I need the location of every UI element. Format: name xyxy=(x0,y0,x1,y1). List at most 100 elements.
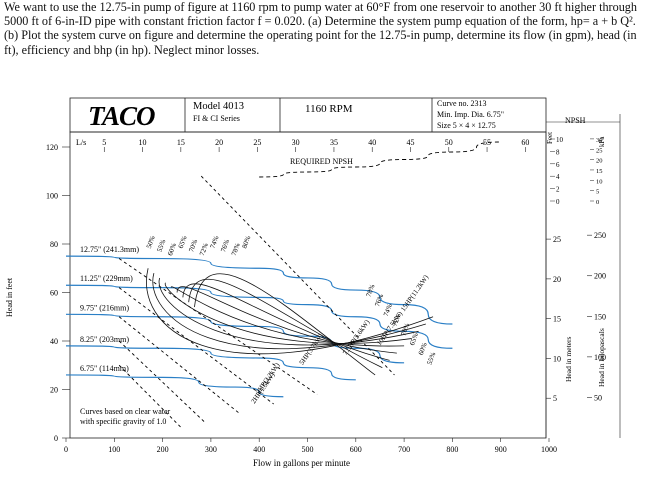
impeller-curve xyxy=(65,374,284,398)
npsh-tick-label: 10 xyxy=(556,136,564,144)
efficiency-label: 78% xyxy=(230,242,242,257)
note-line-2: with specific gravity of 1.0 xyxy=(80,417,166,426)
npsh-tick-label: 8 xyxy=(556,148,560,156)
npsh-kpa-tick-label: 20 xyxy=(596,158,603,165)
efficiency-contour xyxy=(182,283,390,361)
y-tick-label: 40 xyxy=(50,337,58,346)
y-axis-title: Head in feet xyxy=(5,277,14,317)
efficiency-label: 72% xyxy=(198,242,210,257)
efficiency-contour xyxy=(164,282,412,344)
top-tick-label: 40 xyxy=(368,138,376,147)
x-tick-label: 700 xyxy=(398,445,410,454)
npsh-kpa-tick-label: 0 xyxy=(596,199,599,206)
efficiency-label: 80% xyxy=(241,235,253,250)
power-label: 5HP(3.7kW) xyxy=(298,332,326,367)
efficiency-label: 78% xyxy=(365,283,377,298)
min-imp-label: Min. Imp. Dia. 6.75" xyxy=(437,110,504,119)
impeller-label: 11.25" (229mm) xyxy=(80,274,133,283)
kpa-tick-label: 100 xyxy=(594,353,606,362)
power-line xyxy=(118,258,318,395)
efficiency-label: 70% xyxy=(187,238,199,253)
npsh-curve xyxy=(259,141,501,178)
top-tick-label: 15 xyxy=(177,138,185,147)
efficiency-label: 76% xyxy=(219,238,231,253)
y-tick-label: 0 xyxy=(54,434,58,443)
x-tick-label: 300 xyxy=(205,445,217,454)
meters-tick-label: 20 xyxy=(553,275,561,284)
power-line xyxy=(118,287,274,405)
x-tick-label: 1000 xyxy=(541,445,557,454)
npsh-kpa-label: kPa xyxy=(598,136,606,147)
efficiency-contour xyxy=(152,272,426,350)
efficiency-label: 70% xyxy=(399,322,411,337)
kpa-tick-label: 50 xyxy=(594,393,602,402)
taco-logo: TACO xyxy=(88,101,155,131)
impeller-label: 6.75" (114mm) xyxy=(80,364,129,373)
rpm-label: 1160 RPM xyxy=(305,103,353,115)
chart-curves xyxy=(65,141,501,429)
x-tick-label: 0 xyxy=(64,445,68,454)
efficiency-label: 72% xyxy=(391,312,403,327)
curve-no-label: Curve no. 2313 xyxy=(437,99,487,108)
y-tick-label: 60 xyxy=(50,289,58,298)
power-line xyxy=(118,316,241,415)
top-tick-label: 10 xyxy=(139,138,147,147)
impeller-label: 9.75" (216mm) xyxy=(80,303,129,312)
top-axis-unit: L/s xyxy=(76,138,86,147)
top-tick-label: 30 xyxy=(292,138,300,147)
efficiency-label: 60% xyxy=(417,341,429,356)
efficiency-contour xyxy=(194,273,376,376)
y-tick-label: 80 xyxy=(50,240,58,249)
note-line-1: Curves based on clear water xyxy=(80,407,171,416)
power-line xyxy=(118,364,183,429)
x-tick-label: 900 xyxy=(495,445,507,454)
npsh-kpa-tick-label: 10 xyxy=(596,178,603,185)
efficiency-contour xyxy=(170,286,405,347)
kpa-tick-label: 250 xyxy=(594,231,606,240)
power-label: 7.5HP(5.6kW) xyxy=(341,318,372,357)
size-label: Size 5 × 4 × 12.75 xyxy=(437,121,496,130)
power-line xyxy=(200,175,395,376)
top-tick-label: 25 xyxy=(253,138,261,147)
npsh-kpa-tick-label: 5 xyxy=(596,189,599,196)
problem-text: We want to use the 12.75-in pump of figu… xyxy=(4,0,644,57)
npsh-kpa-tick-label: 30 xyxy=(596,137,603,144)
efficiency-label: 74% xyxy=(209,235,221,250)
x-tick-label: 100 xyxy=(108,445,120,454)
meters-tick-label: 5 xyxy=(553,394,557,403)
npsh-kpa-tick-label: 25 xyxy=(596,147,603,154)
efficiency-label: 55% xyxy=(156,238,168,253)
npsh-tick-label: 2 xyxy=(556,186,560,194)
impeller-label: 12.75" (241.3mm) xyxy=(80,245,139,254)
npsh-curve-label: REQUIRED NPSH xyxy=(290,157,353,166)
efficiency-contour xyxy=(188,278,383,369)
efficiency-label: 65% xyxy=(408,332,420,347)
kpa-axis-label: Head in kilopascals xyxy=(597,328,606,387)
impeller-label: 8.25" (203mm) xyxy=(80,335,129,344)
y-tick-label: 20 xyxy=(50,386,58,395)
efficiency-label: 55% xyxy=(426,351,438,366)
feet-small-label: Feet xyxy=(546,132,554,144)
top-tick-label: 60 xyxy=(521,138,529,147)
y-tick-label: 100 xyxy=(46,192,58,201)
impeller-curve xyxy=(65,345,356,381)
x-tick-label: 400 xyxy=(253,445,265,454)
top-tick-label: 50 xyxy=(445,138,453,147)
power-line xyxy=(118,340,207,424)
meters-tick-label: 25 xyxy=(553,235,561,244)
efficiency-label: 76% xyxy=(373,293,385,308)
top-tick-label: 45 xyxy=(406,138,414,147)
impeller-curve xyxy=(65,255,453,325)
x-tick-label: 200 xyxy=(157,445,169,454)
npsh-tick-label: 6 xyxy=(556,161,560,169)
npsh-tick-label: 0 xyxy=(556,198,560,206)
npsh-kpa-tick-label: 15 xyxy=(596,168,603,175)
efficiency-label: 60% xyxy=(166,242,178,257)
top-tick-label: 5 xyxy=(102,138,106,147)
top-tick-label: 35 xyxy=(330,138,338,147)
x-tick-label: 800 xyxy=(446,445,458,454)
efficiency-contour xyxy=(158,277,419,346)
x-tick-label: 600 xyxy=(350,445,362,454)
efficiency-label: 50% xyxy=(145,235,157,250)
efficiency-label: 74% xyxy=(382,302,394,317)
